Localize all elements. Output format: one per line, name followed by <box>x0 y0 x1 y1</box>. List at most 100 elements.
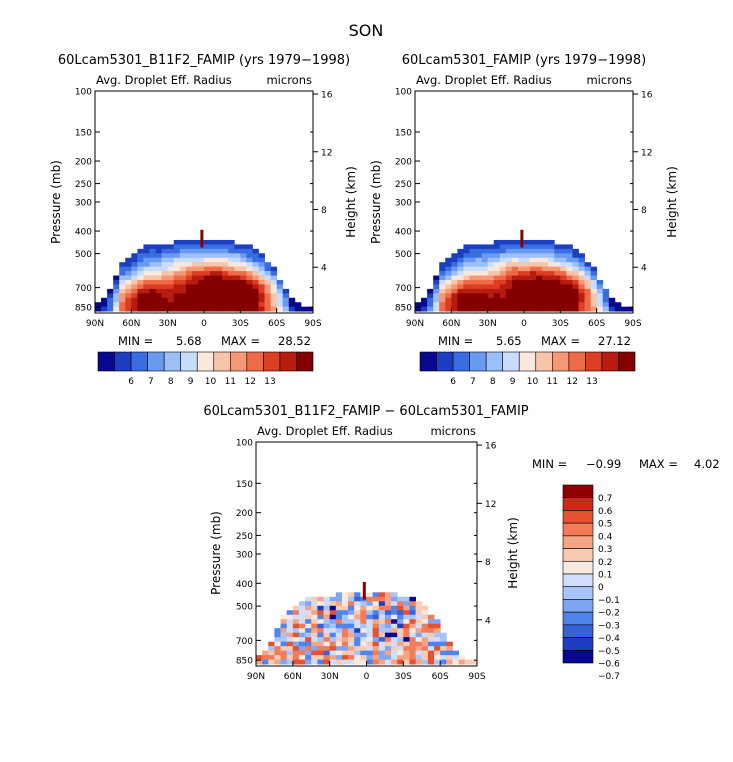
field-cell <box>264 262 272 268</box>
field-cell <box>191 306 199 312</box>
field-cell <box>445 297 452 303</box>
field-cell <box>542 262 549 268</box>
field-cell <box>505 257 513 263</box>
field-cell <box>252 288 259 294</box>
field-cell <box>137 253 144 259</box>
field-cell <box>378 650 386 656</box>
field-cell <box>548 302 555 308</box>
field-cell <box>305 614 312 620</box>
field-cell <box>499 244 507 250</box>
field-cell <box>487 288 495 294</box>
field-cell <box>274 646 281 652</box>
plot-axes: 100 150 200 250 300 400 500 700 850 16 12 8 4 90N 60N 3… <box>395 88 653 330</box>
field-cell <box>530 302 537 308</box>
field-cell <box>384 641 392 647</box>
field-cell <box>530 244 537 250</box>
field-cell <box>234 266 241 272</box>
field-cell <box>173 297 181 303</box>
field-cell <box>149 302 156 308</box>
field-cell <box>433 284 440 290</box>
field-cell <box>161 297 169 303</box>
field-cell <box>421 623 429 629</box>
field-cell <box>360 628 367 634</box>
field-cell <box>197 257 205 263</box>
field-cell <box>329 650 337 656</box>
field-cell <box>341 650 349 656</box>
field-cell <box>274 632 281 638</box>
colorbar-box <box>562 599 594 613</box>
field-cell <box>499 288 507 294</box>
field-cell <box>469 262 476 268</box>
field-cell <box>197 293 205 299</box>
field-cell <box>524 266 531 272</box>
field-cell <box>149 244 156 250</box>
units-label: microns <box>586 73 632 87</box>
field-cell <box>305 610 312 616</box>
field-cell <box>487 253 495 259</box>
field-cell <box>341 619 349 625</box>
field-cell <box>590 306 598 312</box>
field-cell <box>155 284 163 290</box>
field-cell <box>439 288 446 294</box>
field-cell <box>167 306 175 312</box>
field-cell <box>360 605 367 611</box>
field-cell <box>191 271 199 276</box>
field-cell <box>125 271 132 276</box>
colorbar-label: 8 <box>168 377 174 387</box>
y2-tick-label: 16 <box>321 91 333 101</box>
field-cell <box>329 655 337 661</box>
field-cell <box>566 279 573 285</box>
field-cell <box>378 619 386 625</box>
colorbar-label: 10 <box>527 377 539 387</box>
field-cell <box>440 632 447 638</box>
field-cell <box>210 302 217 308</box>
field-cell <box>493 248 501 254</box>
field-cell <box>481 257 489 263</box>
field-cell <box>298 641 306 647</box>
field-cell <box>155 279 163 285</box>
field-cell <box>505 266 513 272</box>
field-cell <box>137 293 144 299</box>
field-cell <box>222 297 229 303</box>
field-cell <box>161 262 169 268</box>
field-cell <box>204 297 211 303</box>
field-cell <box>403 610 410 616</box>
max-label: MAX = <box>639 457 678 471</box>
field-cell <box>499 302 507 308</box>
field-cell <box>173 302 181 308</box>
field-cell <box>366 650 374 656</box>
colorbar-box <box>562 510 594 524</box>
field-cell <box>317 623 324 629</box>
colorbar-label: 9 <box>510 377 516 387</box>
field-cell <box>560 293 567 299</box>
field-cell <box>131 306 138 312</box>
field-cell <box>323 623 331 629</box>
field-cell <box>372 605 380 611</box>
field-cell <box>602 293 610 299</box>
field-cell <box>463 284 470 290</box>
field-cell <box>499 239 507 245</box>
field-cell <box>554 302 561 308</box>
field-cell <box>530 275 537 281</box>
field-cell <box>415 646 423 652</box>
field-cell <box>286 623 294 629</box>
field-cell <box>252 306 259 312</box>
field-cell <box>282 306 290 312</box>
field-cell <box>548 306 555 312</box>
field-cell <box>542 239 549 245</box>
field-cell <box>149 266 156 272</box>
field-cell <box>596 288 604 294</box>
colorbar-box <box>485 351 503 372</box>
colorbar-label: −0.5 <box>598 647 620 657</box>
field-cell <box>191 275 199 281</box>
field-cell <box>264 279 272 285</box>
field-cell <box>286 632 294 638</box>
field-cell <box>143 284 150 290</box>
field-cell <box>517 266 525 272</box>
field-cell <box>298 623 306 629</box>
variable-label: Avg. Droplet Eff. Radius <box>96 73 232 87</box>
y-tick-label: 700 <box>75 284 92 294</box>
field-cell <box>560 302 567 308</box>
field-cell <box>131 284 138 290</box>
